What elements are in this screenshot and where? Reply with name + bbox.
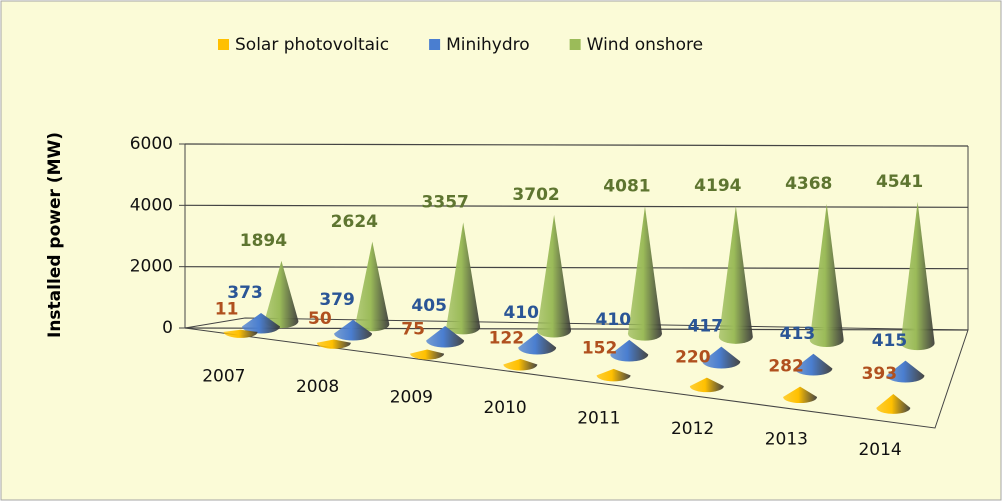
legend: Solar photovoltaic Minihydro Wind onshore: [218, 35, 703, 55]
y-tick-label: 2000: [130, 257, 173, 277]
cone: [223, 329, 258, 338]
x-tick-label: 2010: [483, 398, 526, 418]
grid-line: [184, 143, 969, 147]
value-label: 410: [596, 310, 632, 330]
cone: [426, 325, 465, 348]
value-label: 393: [862, 364, 898, 384]
x-tick-label: 2009: [390, 387, 433, 407]
cone: [446, 222, 481, 335]
legend-label: Minihydro: [446, 35, 530, 55]
x-tick-label: 2012: [671, 419, 714, 439]
cone: [886, 360, 925, 383]
cone: [689, 377, 724, 393]
cone: [410, 349, 445, 360]
cone: [610, 339, 649, 362]
value-label: 3702: [512, 185, 559, 205]
cone: [518, 332, 557, 355]
cone: [242, 312, 281, 334]
cone: [355, 241, 390, 332]
cone: [334, 319, 373, 341]
legend-swatch: [569, 39, 581, 50]
value-label: 11: [215, 300, 239, 320]
value-label: 415: [872, 331, 908, 351]
value-label: 379: [319, 290, 355, 310]
value-label: 373: [227, 283, 263, 303]
cone: [794, 353, 833, 376]
value-label: 2624: [331, 212, 378, 232]
y-axis-label: Installed power (MW): [45, 132, 65, 338]
x-tick-label: 2014: [858, 440, 901, 460]
legend-swatch: [218, 39, 229, 50]
x-tick-label: 2008: [296, 377, 339, 397]
value-label: 4081: [603, 177, 650, 197]
value-label: 152: [582, 339, 618, 359]
y-tick-label: 6000: [130, 134, 173, 154]
cone: [809, 203, 844, 347]
value-label: 417: [688, 317, 724, 337]
value-label: 220: [675, 347, 711, 367]
y-tick-label: 4000: [130, 195, 173, 215]
value-label: 4541: [876, 172, 923, 192]
cone: [900, 201, 935, 351]
cone: [876, 394, 911, 414]
y-tick-label: 0: [162, 318, 173, 338]
cone: [702, 346, 741, 369]
value-label: 50: [308, 309, 332, 329]
x-tick-label: 2013: [765, 429, 808, 449]
value-label: 405: [411, 296, 447, 316]
cone: [316, 339, 351, 349]
grid-line: [184, 204, 969, 208]
value-label: 282: [768, 356, 804, 376]
legend-swatch: [429, 39, 441, 50]
x-tick-label: 2011: [577, 408, 620, 428]
cone: [537, 214, 572, 338]
value-label: 75: [401, 319, 425, 339]
cone: [718, 206, 753, 344]
cone: [264, 260, 299, 329]
value-label: 4368: [785, 174, 832, 194]
value-label: 1894: [240, 231, 287, 251]
value-label: 122: [489, 329, 525, 349]
cone: [783, 386, 818, 404]
value-label: 410: [503, 303, 539, 323]
value-label: 3357: [422, 192, 469, 212]
grid-line: [184, 266, 969, 270]
cone: [627, 206, 662, 341]
value-label: 413: [780, 324, 816, 344]
x-tick-label: 2007: [202, 366, 245, 386]
legend-label: Solar photovoltaic: [235, 35, 389, 55]
legend-label: Wind onshore: [587, 35, 703, 55]
cone: [596, 368, 631, 382]
cone: [503, 358, 538, 371]
value-label: 4194: [694, 176, 741, 196]
